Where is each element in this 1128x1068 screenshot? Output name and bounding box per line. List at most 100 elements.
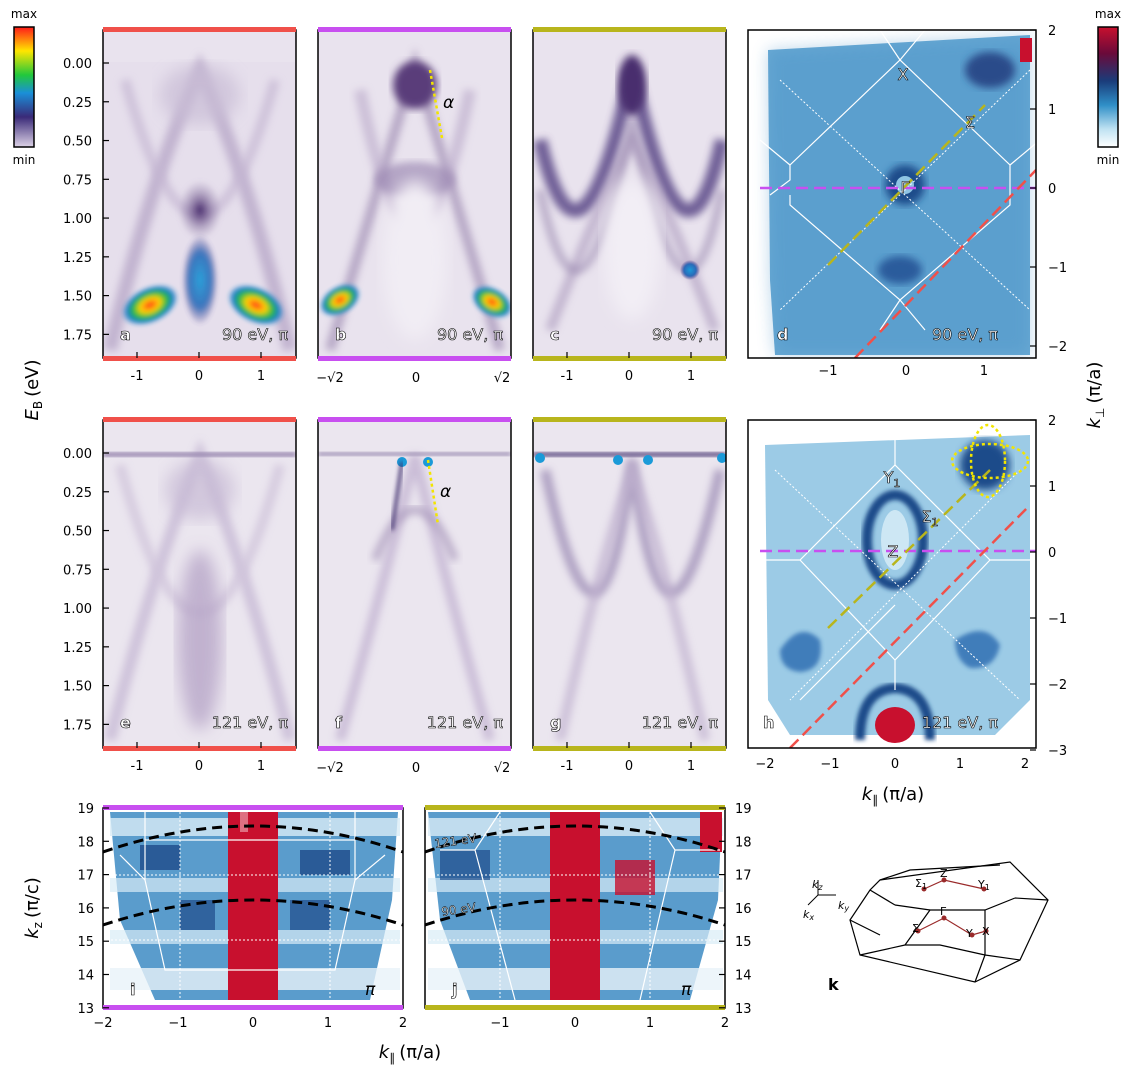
svg-text:Σ1: Σ1 bbox=[915, 877, 927, 891]
energy-tick-label-0-2: 0.50 bbox=[63, 135, 92, 150]
tick-labels: 0.00 0.25 0.50 0.75 1.00 1.25 1.50 1.75 0.00 0.25… bbox=[63, 24, 1067, 1031]
panel-d-point-Gamma: Γ bbox=[901, 178, 910, 197]
kperp-axis-title: k⊥(π/a) bbox=[1084, 362, 1107, 429]
kpar-tick-label-3-2: 1 bbox=[687, 759, 695, 774]
energy-tick-label-0-4: 1.00 bbox=[63, 212, 92, 227]
kz-right-tick-label-2: 17 bbox=[735, 869, 752, 884]
energy-tick-label-0-1: 0.25 bbox=[63, 96, 92, 111]
panel-b: α b 90 eV, π bbox=[317, 27, 512, 361]
kpar-i-tick-label-0: −2 bbox=[93, 1016, 112, 1031]
svg-text:ky: ky bbox=[838, 899, 849, 913]
kz-left-tick-label-2: 17 bbox=[77, 869, 94, 884]
colorbar-left-max: max bbox=[11, 7, 37, 21]
panel-h-point-Z: Z bbox=[888, 542, 899, 561]
energy-tick-label-0-5: 1.25 bbox=[63, 251, 92, 266]
kperp-h-tick-label-1: 1 bbox=[1048, 480, 1056, 495]
kpar-h-tick-label-1: −1 bbox=[820, 757, 839, 772]
kpar-d-tick-label-0: −1 bbox=[818, 364, 837, 379]
panel-g-caption: 121 eV, π bbox=[642, 713, 719, 732]
panel-b-letter: b bbox=[335, 325, 346, 344]
svg-text:Σ: Σ bbox=[912, 922, 919, 935]
panel-c: c 90 eV, π bbox=[532, 27, 727, 361]
kperp-h-tick-label-5: −3 bbox=[1048, 744, 1067, 759]
colorbar-right-max: max bbox=[1095, 7, 1121, 21]
kperp-d-tick-label-2: 0 bbox=[1048, 182, 1056, 197]
kz-left-tick-label-6: 13 bbox=[77, 1002, 94, 1017]
panel-k bbox=[807, 861, 1049, 983]
kz-left-tick-label-4: 15 bbox=[77, 935, 94, 950]
colorbar-right-min: min bbox=[1097, 153, 1120, 167]
kpar-h-tick-label-4: 2 bbox=[1021, 757, 1029, 772]
panel-g: g 121 eV, π bbox=[532, 417, 727, 751]
svg-text:kz: kz bbox=[812, 878, 823, 892]
kperp-h-tick-label-4: −2 bbox=[1048, 678, 1067, 693]
kz-axis-title: kz(π/c) bbox=[22, 877, 45, 939]
panel-f-alpha: α bbox=[440, 482, 451, 502]
kpar-tick-label-0-0: -1 bbox=[131, 369, 144, 384]
kpar-tick-label-3-1: 0 bbox=[625, 759, 633, 774]
kpar-i-tick-label-4: 2 bbox=[399, 1016, 407, 1031]
panel-g-letter: g bbox=[550, 713, 561, 732]
kz-right-tick-label-1: 18 bbox=[735, 835, 752, 850]
kpar-sqrt-tick-label-0-0: −√2 bbox=[316, 371, 343, 386]
energy-tick-label-1-1: 0.25 bbox=[63, 486, 92, 501]
kpar-d-tick-label-2: 1 bbox=[980, 364, 988, 379]
kpar-axis-title-top: k∥ (π/a) bbox=[862, 784, 924, 807]
kpar-j-tick-label-2: 0 bbox=[571, 1016, 579, 1031]
panel-j: 121 eV 90 eV j π bbox=[424, 805, 726, 1010]
energy-tick-label-0-3: 0.75 bbox=[63, 173, 92, 188]
colorbar-left: max min bbox=[11, 7, 37, 167]
kpar-d-tick-label-1: 0 bbox=[902, 364, 910, 379]
svg-text:kx: kx bbox=[803, 908, 814, 922]
panel-a-caption: 90 eV, π bbox=[222, 325, 288, 344]
kperp-h-tick-label-2: 0 bbox=[1048, 546, 1056, 561]
kperp-d-tick-label-4: −2 bbox=[1048, 340, 1067, 355]
panel-j-letter: j bbox=[451, 980, 457, 999]
panel-h-point-Y1: Y1 bbox=[883, 468, 901, 490]
kpar-tick-label-1-0: -1 bbox=[561, 369, 574, 384]
panel-k-letter: k bbox=[828, 975, 839, 994]
kpar-tick-label-2-0: -1 bbox=[131, 759, 144, 774]
kpar-i-tick-label-2: 0 bbox=[249, 1016, 257, 1031]
kpar-sqrt-tick-label-0-2: √2 bbox=[494, 371, 511, 386]
panel-d-caption: 90 eV, π bbox=[932, 325, 998, 344]
kperp-h-tick-label-0: 2 bbox=[1048, 414, 1056, 429]
kz-right-tick-label-5: 14 bbox=[735, 969, 752, 984]
kz-right-tick-label-0: 19 bbox=[735, 802, 752, 817]
panel-d-point-Sigma: Σ bbox=[965, 113, 975, 132]
kperp-d-tick-label-1: 1 bbox=[1048, 103, 1056, 118]
panel-c-caption: 90 eV, π bbox=[652, 325, 718, 344]
svg-text:X: X bbox=[982, 925, 990, 938]
kperp-d-tick-label-0: 2 bbox=[1048, 24, 1056, 39]
kz-left-tick-label-0: 19 bbox=[77, 802, 94, 817]
kz-left-tick-label-5: 14 bbox=[77, 969, 94, 984]
panel-e-letter: e bbox=[120, 713, 131, 732]
kpar-sqrt-tick-label-1-2: √2 bbox=[494, 761, 511, 776]
panel-a-bottombar bbox=[103, 356, 296, 361]
svg-text:Z: Z bbox=[940, 867, 948, 880]
colorbar-left-min: min bbox=[13, 153, 36, 167]
kpar-j-tick-label-3: 1 bbox=[646, 1016, 654, 1031]
panel-i: i π bbox=[102, 805, 404, 1010]
kperp-h-tick-label-3: −1 bbox=[1048, 612, 1067, 627]
kz-left-tick-label-3: 16 bbox=[77, 902, 94, 917]
panel-a-topbar bbox=[103, 27, 296, 32]
panel-h: Y1 Σ1 Z h 121 eV, π bbox=[747, 419, 1037, 749]
kpar-h-tick-label-0: −2 bbox=[755, 757, 774, 772]
panel-d-letter: d bbox=[777, 325, 788, 344]
energy-axis-title: EB(eV) bbox=[22, 359, 45, 420]
panel-d-point-X: X bbox=[898, 65, 909, 84]
kpar-tick-label-0-2: 1 bbox=[257, 369, 265, 384]
panel-b-caption: 90 eV, π bbox=[437, 325, 503, 344]
panel-j-curve-121: 121 eV bbox=[433, 831, 478, 851]
energy-tick-label-1-2: 0.50 bbox=[63, 525, 92, 540]
colorbar-left-bar bbox=[13, 26, 35, 148]
panel-i-caption: π bbox=[365, 980, 376, 1000]
colorbar-right-bar bbox=[1097, 26, 1119, 148]
kpar-sqrt-tick-label-1-0: −√2 bbox=[316, 761, 343, 776]
energy-tick-label-1-5: 1.25 bbox=[63, 641, 92, 656]
panel-d: X Σ Γ d 90 eV, π bbox=[747, 29, 1037, 359]
panel-h-caption: 121 eV, π bbox=[922, 713, 999, 732]
kpar-tick-label-2-2: 1 bbox=[257, 759, 265, 774]
